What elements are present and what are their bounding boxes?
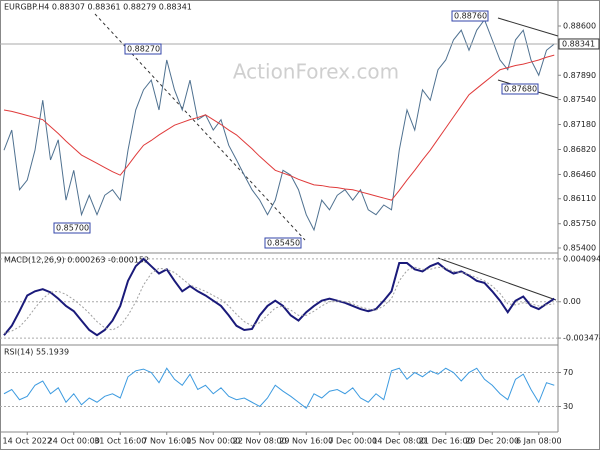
y-tick-label: 0.87180 [563,120,596,129]
annotation: 0.87680 [504,85,537,94]
trend-line [497,17,559,37]
series-line [3,266,555,334]
y-tick-label: 0.86460 [563,170,596,179]
y-tick-label: -0.003474 [563,334,600,343]
annotation-box [501,83,539,95]
series-line [3,18,555,232]
series-line [3,54,555,201]
x-tick-label: 21 Dec 16:00 [419,437,473,446]
last-price-box [558,38,600,50]
y-tick-label: 0.004094 [563,254,600,263]
y-tick-label: 0.86820 [563,145,596,154]
y-tick-label: 70 [563,368,573,377]
x-tick-label: 6 Jan 08:00 [516,437,562,446]
y-tick-label: 0.86110 [563,194,596,203]
series-line [3,257,555,337]
trend-line [437,257,557,301]
annotation: 0.88760 [454,12,487,21]
y-tick-label: 0.87890 [563,71,596,80]
panel-title: MACD(12,26,9) 0.000263 -0.000152 [4,256,149,265]
x-tick-label: 15 Nov 00:00 [186,437,240,446]
last-price-label: 0.88341 [562,39,595,48]
panel-title: RSI(14) 55.1939 [4,348,69,357]
panel-title: EURGBP.H4 0.88307 0.88361 0.88279 0.8834… [4,3,192,12]
annotation: 0.88270 [127,45,160,54]
annotation-box [264,237,302,249]
x-tick-label: 22 Nov 08:00 [233,437,287,446]
x-tick-label: 7 Nov 16:00 [142,437,191,446]
x-tick-label: 29 Nov 16:00 [279,437,333,446]
y-tick-label: 30 [563,402,573,411]
annotation-box [53,222,91,234]
annotation: 0.85700 [56,224,89,233]
y-tick-label: 0.88600 [563,22,596,31]
x-tick-label: 24 Oct 00:00 [48,437,100,446]
watermark: ActionForex.com [233,60,399,84]
y-tick-label: 0.00 [563,297,581,306]
annotation-box [451,10,489,22]
series-line [3,367,555,409]
annotation-box [124,43,162,55]
y-tick-label: 0.87540 [563,95,596,104]
annotation: 0.85450 [267,239,300,248]
x-tick-label: 14 Dec 08:00 [372,437,426,446]
x-tick-label: 7 Dec 00:00 [328,437,377,446]
y-tick-label: 0.85750 [563,219,596,228]
x-tick-label: 14 Oct 2022 [3,437,52,446]
x-tick-label: 31 Oct 16:00 [94,437,146,446]
x-tick-label: 29 Dec 20:00 [465,437,519,446]
y-tick-label: 0.85400 [563,244,596,253]
